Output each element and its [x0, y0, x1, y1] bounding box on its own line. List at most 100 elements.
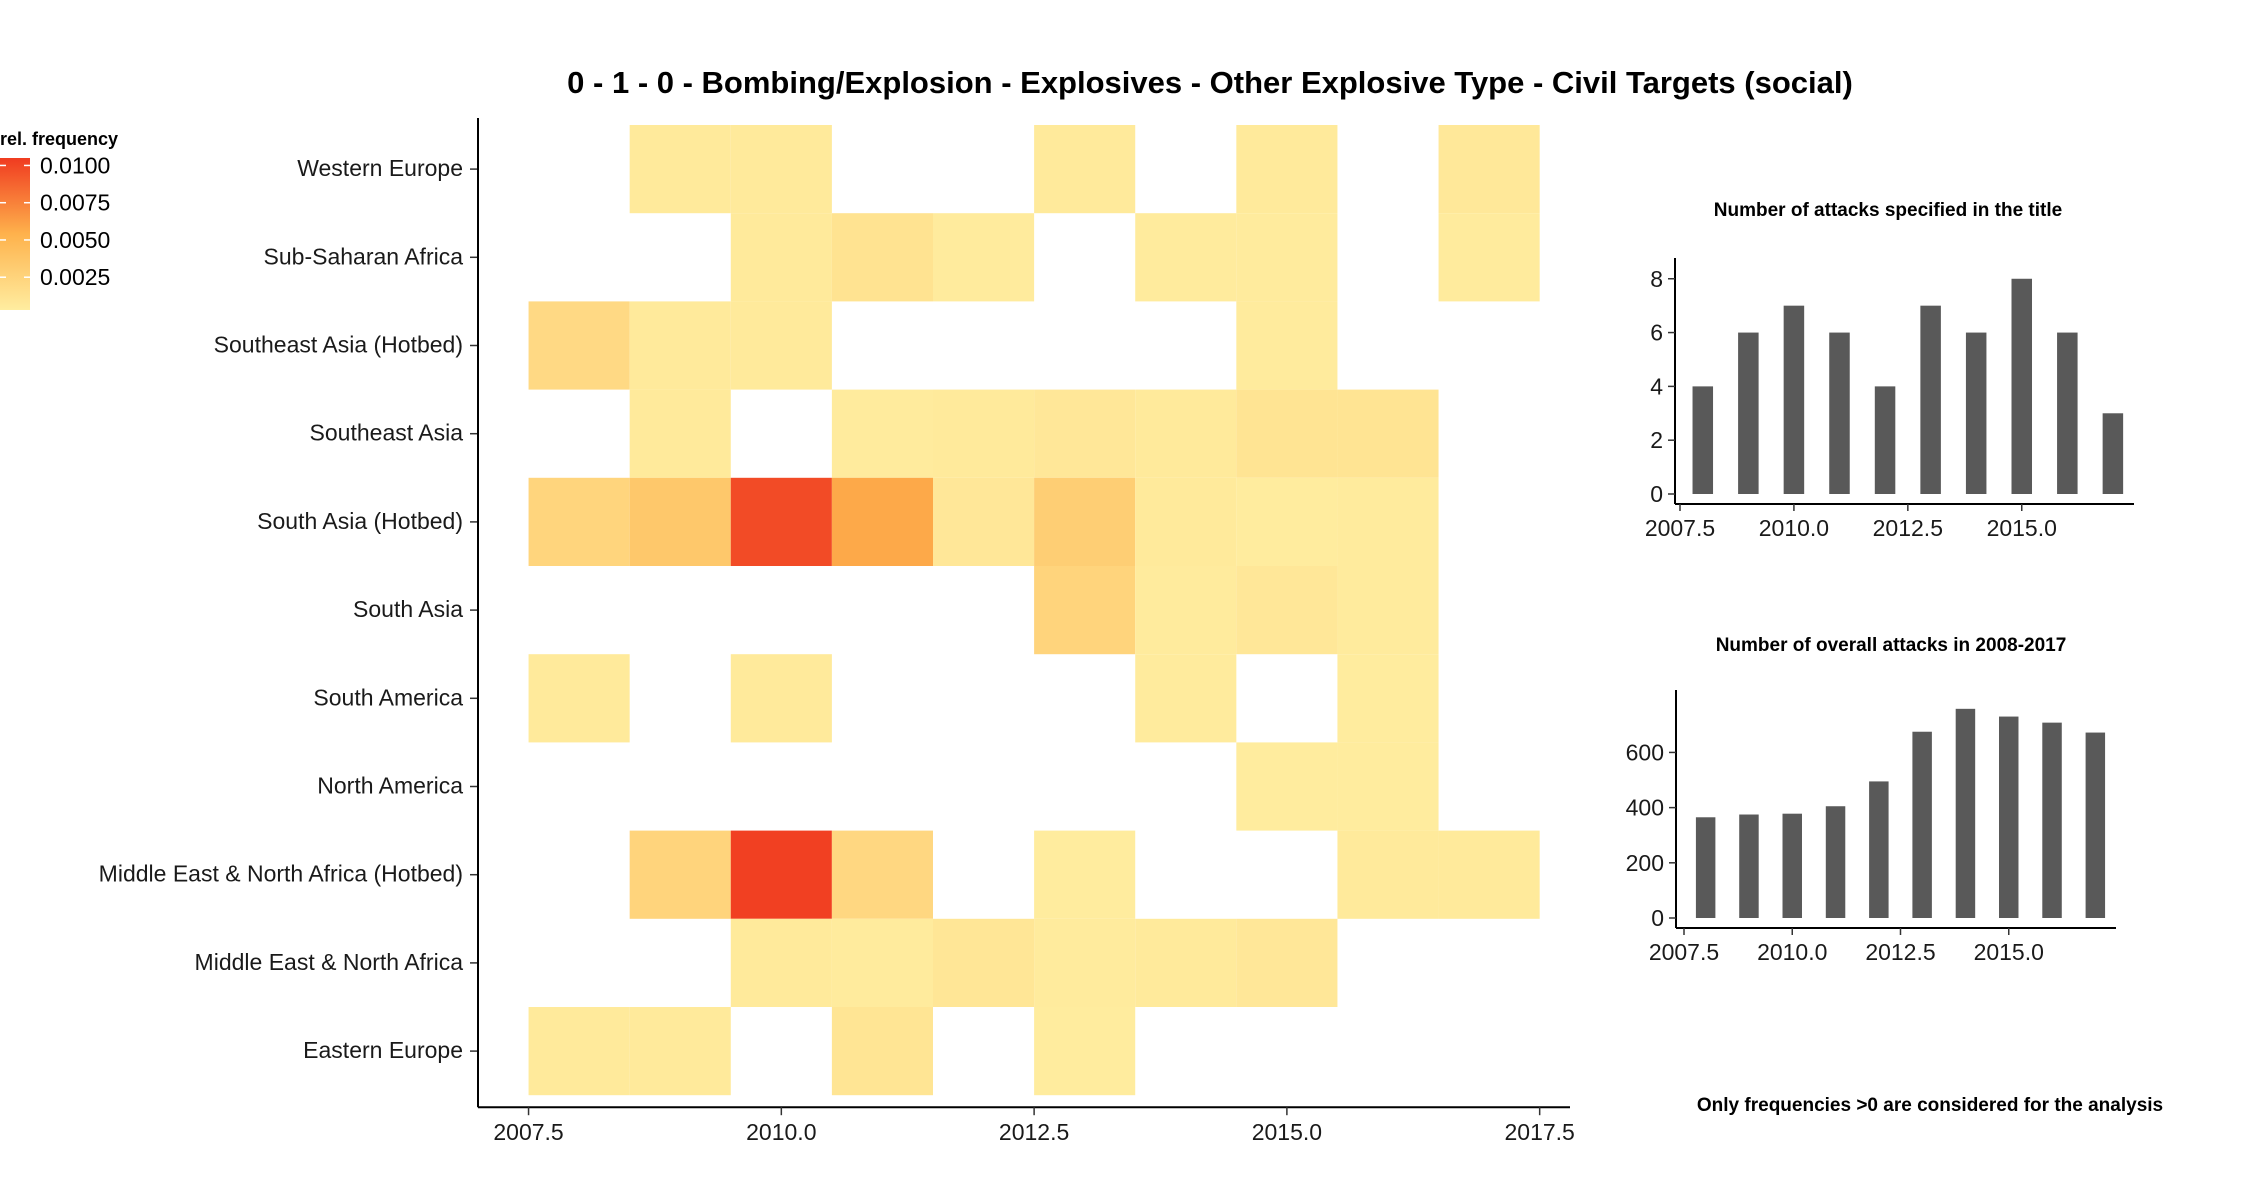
heatmap-cell-eastern-europe-2013	[1034, 1007, 1136, 1096]
heatmap-cell-south-asia-hotbed-2008	[528, 477, 630, 566]
heatmap-x-tick-label: 2012.5	[999, 1119, 1069, 1145]
heatmap-cell-southeast-asia-2012	[933, 389, 1035, 478]
heatmap-cell-middle-east-north-africa-2011	[831, 918, 933, 1007]
heatmap-cell-south-america-2010	[730, 654, 832, 743]
bar-y-tick-label: 0	[1650, 481, 1663, 507]
heatmap-row-label: Middle East & North Africa (Hotbed)	[99, 861, 463, 887]
heatmap-x-tick-label: 2015.0	[1252, 1119, 1322, 1145]
heatmap-cell-middle-east-north-africa-2014	[1135, 918, 1237, 1007]
heatmap-cell-western-europe-2013	[1034, 125, 1136, 214]
heatmap-cell-south-asia-hotbed-2011	[831, 477, 933, 566]
heatmap-row-label: Middle East & North Africa	[195, 949, 464, 975]
heatmap-cell-southeast-asia-2013	[1034, 389, 1136, 478]
bar-x-tick-label: 2015.0	[1987, 515, 2057, 541]
heatmap-x-tick-label: 2007.5	[493, 1119, 563, 1145]
bar-2012	[1869, 781, 1889, 918]
bar-y-tick-label: 400	[1626, 795, 1664, 821]
heatmap-cell-middle-east-north-africa-hotbed-2013	[1034, 830, 1136, 919]
heatmap-cell-south-asia-2014	[1135, 566, 1237, 655]
heatmap-cell-middle-east-north-africa-2013	[1034, 918, 1136, 1007]
bar-2014	[1965, 332, 1987, 494]
heatmap-cell-sub-saharan-africa-2011	[831, 213, 933, 302]
bar-chart-title: Number of attacks specified in the title	[1714, 200, 2062, 221]
bar-2017	[2102, 413, 2124, 494]
legend-tick-label: 0.0025	[40, 264, 110, 290]
bar-2013	[1912, 731, 1932, 918]
bar-2016	[2042, 722, 2062, 918]
heatmap-cell-western-europe-2015	[1236, 125, 1338, 214]
heatmap-row-label: Western Europe	[297, 155, 463, 181]
legend-tick-label: 0.0075	[40, 190, 110, 216]
bar-y-tick-label: 200	[1626, 850, 1664, 876]
bar-2015	[1999, 716, 2019, 918]
heatmap-x-tick-label: 2010.0	[746, 1119, 816, 1145]
heatmap-cell-south-asia-hotbed-2016	[1337, 477, 1439, 566]
heatmap-cell-southeast-asia-hotbed-2010	[730, 301, 832, 390]
heatmap-cell-south-asia-hotbed-2009	[629, 477, 731, 566]
heatmap-cell-western-europe-2010	[730, 125, 832, 214]
bar-y-tick-label: 4	[1650, 373, 1663, 399]
heatmap-cell-north-america-2016	[1337, 742, 1439, 831]
bar-x-tick-label: 2015.0	[1974, 939, 2044, 965]
bar-2009	[1738, 332, 1759, 494]
heatmap-cell-south-asia-hotbed-2015	[1236, 477, 1338, 566]
bar-y-tick-label: 6	[1650, 320, 1663, 346]
bar-x-tick-label: 2007.5	[1649, 939, 1719, 965]
bar-2013	[1920, 305, 1941, 494]
legend-tick-label: 0.0050	[40, 227, 110, 253]
heatmap-cell-eastern-europe-2009	[629, 1007, 731, 1096]
bar-2010	[1783, 305, 1805, 494]
legend-tick-label: 0.0100	[40, 152, 110, 178]
heatmap-row-label: Southeast Asia (Hotbed)	[214, 332, 463, 358]
heatmap-row-label: Southeast Asia	[310, 420, 464, 446]
bar-2016	[2057, 332, 2078, 494]
bar-2012	[1874, 386, 1896, 494]
heatmap-cell-southeast-asia-2011	[831, 389, 933, 478]
heatmap-cell-eastern-europe-2011	[831, 1007, 933, 1096]
bar-2011	[1829, 332, 1850, 494]
heatmap-cell-southeast-asia-2016	[1337, 389, 1439, 478]
color-legend: rel. frequency 0.0100 0.0075 0.0050 0.0025	[0, 129, 118, 310]
heatmap-cell-south-america-2016	[1337, 654, 1439, 743]
heatmap-cell-south-asia-hotbed-2010	[730, 477, 832, 566]
heatmap-cell-south-asia-hotbed-2012	[933, 477, 1035, 566]
heatmap-cell-north-america-2015	[1236, 742, 1338, 831]
heatmap-row-label: Eastern Europe	[303, 1037, 463, 1063]
bar-2011	[1825, 806, 1846, 918]
heatmap-cell-south-america-2014	[1135, 654, 1237, 743]
heatmap-cell-eastern-europe-2008	[528, 1007, 630, 1096]
footnote: Only frequencies >0 are considered for t…	[1697, 1095, 2163, 1116]
bar-x-tick-label: 2010.0	[1757, 939, 1827, 965]
bar-2008	[1692, 386, 1714, 494]
heatmap-cell-south-asia-2013	[1034, 566, 1136, 655]
bar-y-tick-label: 8	[1650, 266, 1663, 292]
bar-2015	[2011, 278, 2033, 494]
heatmap-cell-south-asia-hotbed-2013	[1034, 477, 1136, 566]
heatmap-row-label: South Asia (Hotbed)	[257, 508, 463, 534]
heatmap-cell-middle-east-north-africa-2010	[730, 918, 832, 1007]
heatmap-cell-sub-saharan-africa-2012	[933, 213, 1035, 302]
heatmap-cell-western-europe-2017	[1438, 125, 1540, 214]
heatmap-cell-sub-saharan-africa-2017	[1438, 213, 1540, 302]
bar-chart-overall-attacks: Number of overall attacks in 2008-2017 0 2…	[1626, 635, 2116, 965]
heatmap-cell-southeast-asia-hotbed-2008	[528, 301, 630, 390]
heatmap-cell-sub-saharan-africa-2015	[1236, 213, 1338, 302]
heatmap-cell-southeast-asia-2009	[629, 389, 731, 478]
heatmap-cell-south-asia-2015	[1236, 566, 1338, 655]
heatmap-cell-southeast-asia-hotbed-2015	[1236, 301, 1338, 390]
bar-y-tick-label: 2	[1650, 427, 1663, 453]
bar-x-tick-label: 2012.5	[1873, 515, 1943, 541]
bar-y-tick-label: 600	[1626, 739, 1664, 765]
bar-x-tick-label: 2007.5	[1645, 515, 1715, 541]
heatmap-cell-sub-saharan-africa-2010	[730, 213, 832, 302]
bar-y-tick-label: 0	[1651, 905, 1664, 931]
heatmap-cell-middle-east-north-africa-hotbed-2017	[1438, 830, 1540, 919]
bar-2017	[2085, 732, 2106, 918]
heatmap-cell-middle-east-north-africa-hotbed-2011	[831, 830, 933, 919]
heatmap-cell-southeast-asia-hotbed-2009	[629, 301, 731, 390]
heatmap-cell-middle-east-north-africa-2015	[1236, 918, 1338, 1007]
bar-2009	[1739, 814, 1759, 918]
heatmap-panel: Western Europe Sub-Saharan Africa Southeas…	[99, 118, 1575, 1145]
heatmap-row-label: Sub-Saharan Africa	[264, 243, 464, 269]
